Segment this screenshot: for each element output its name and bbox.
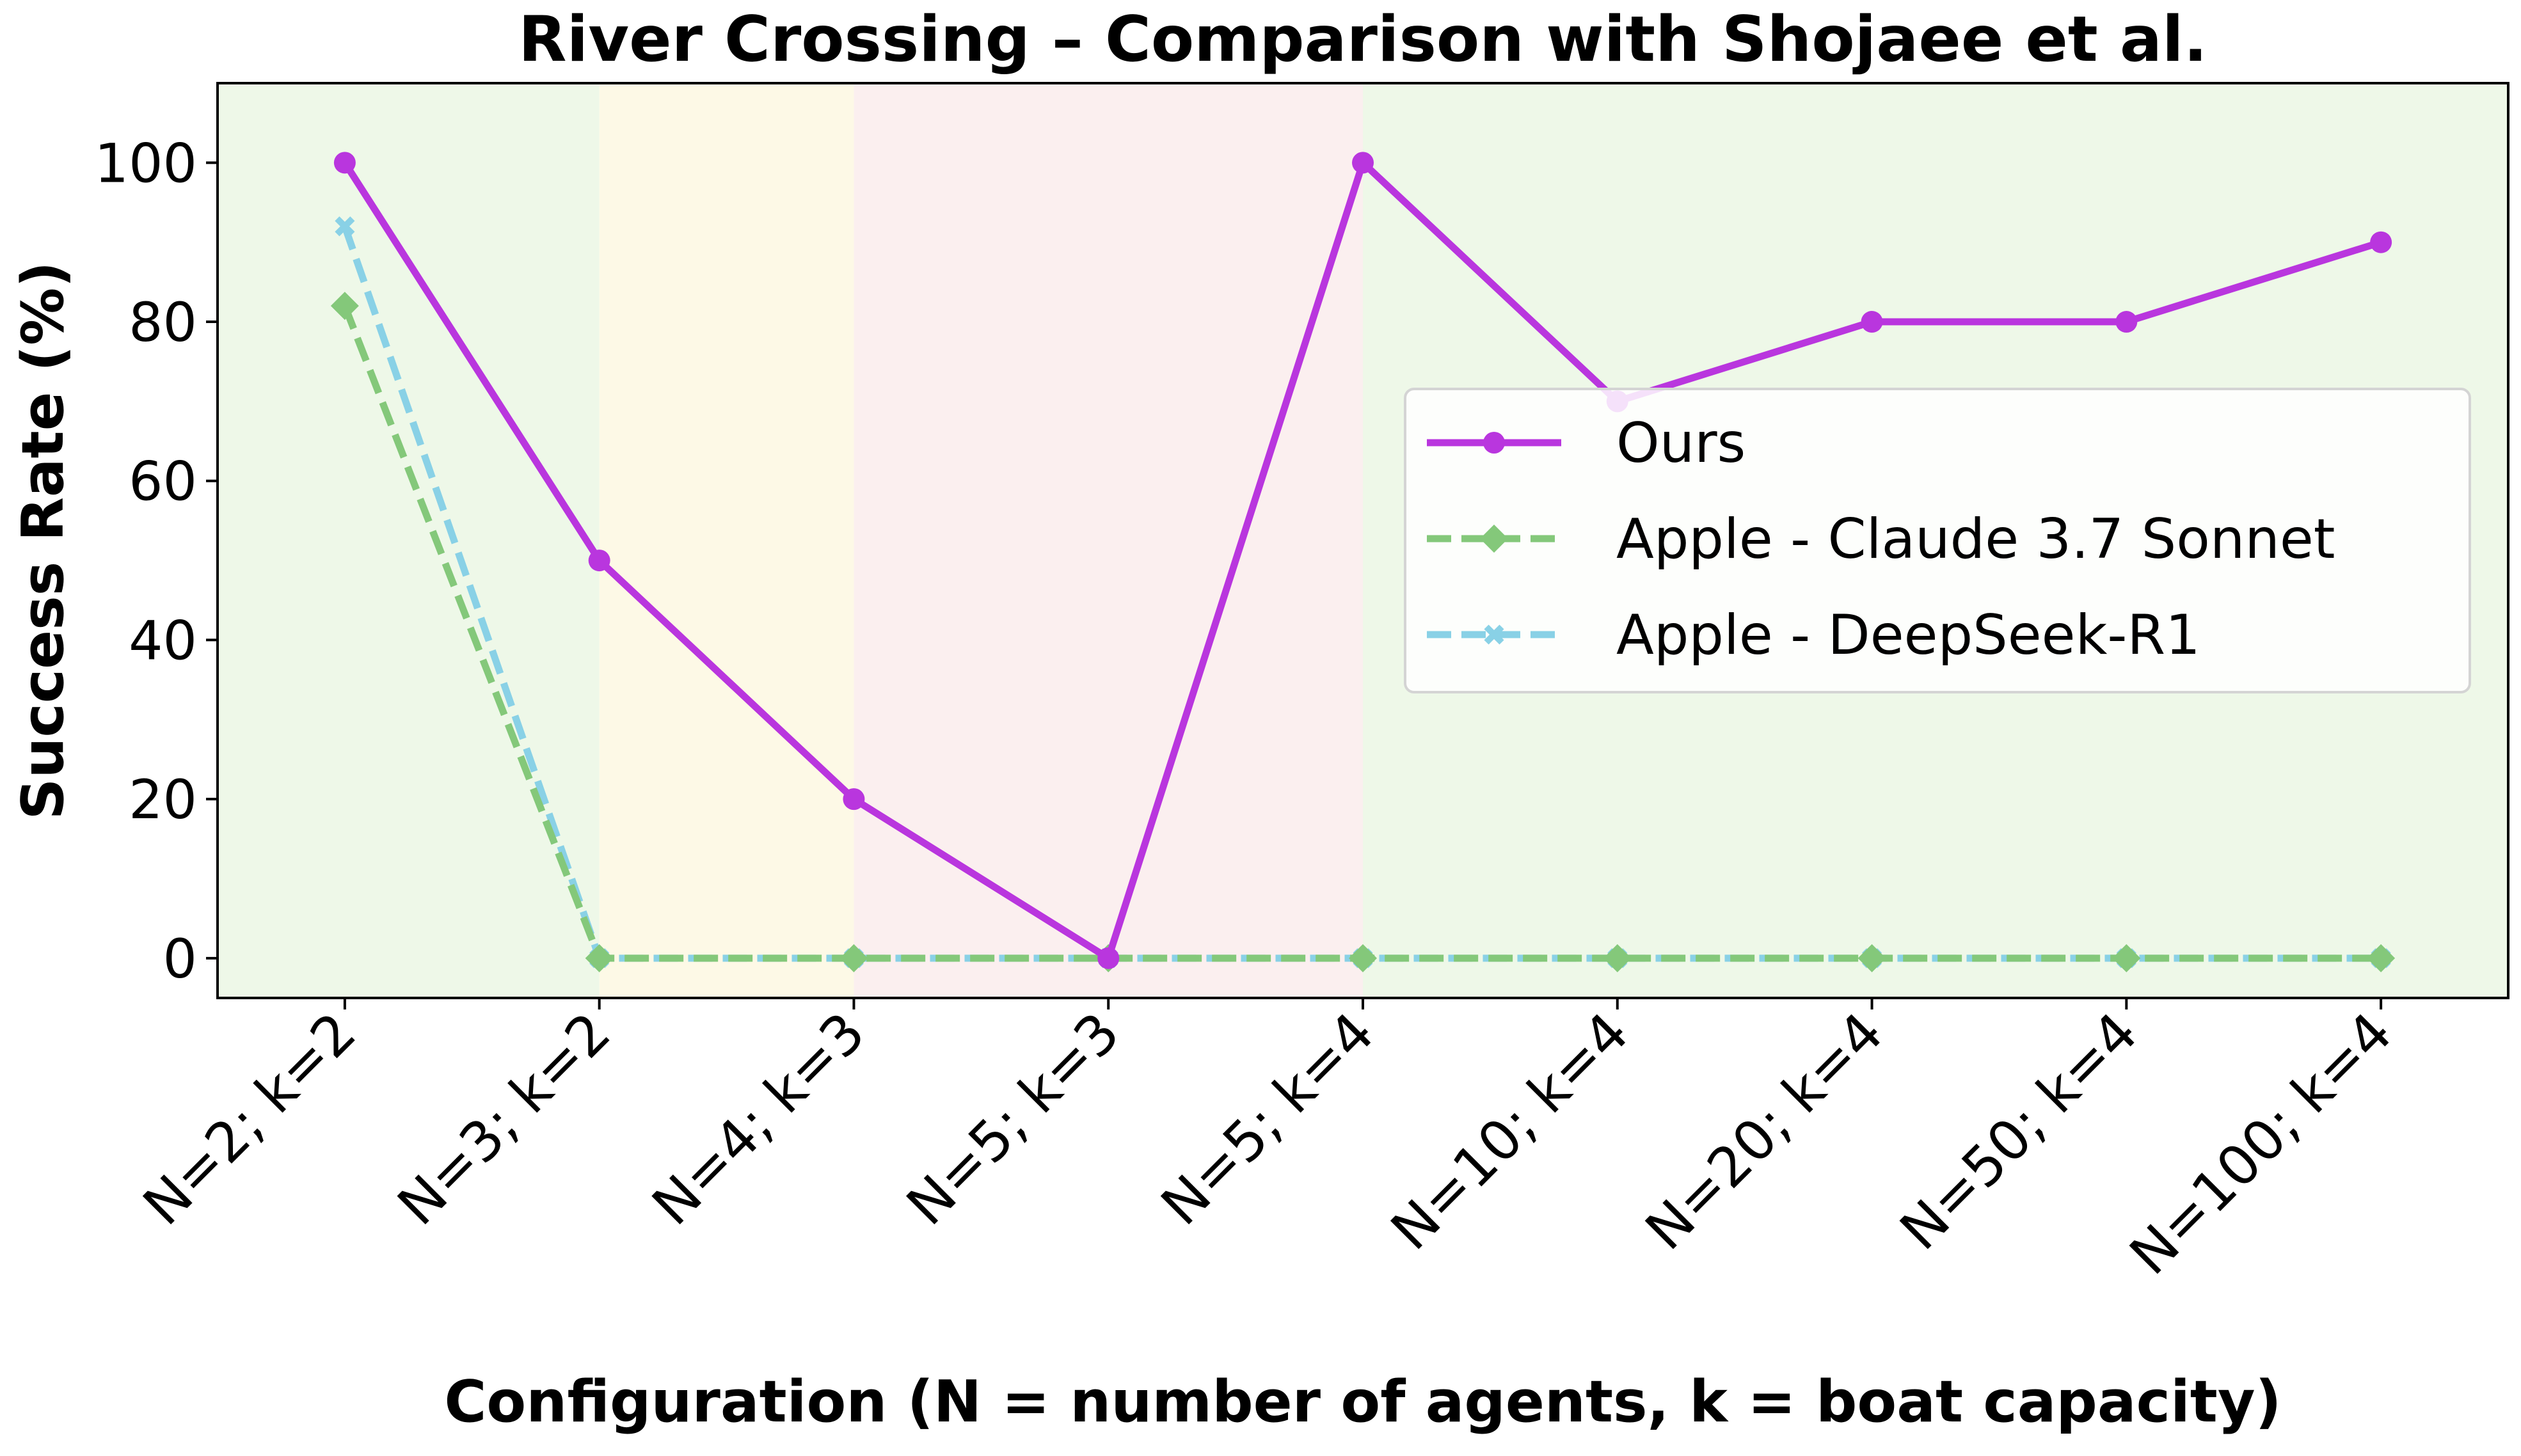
y-tick-label: 80 bbox=[129, 291, 197, 354]
y-tick-label: 60 bbox=[129, 450, 197, 513]
data-point-diamond bbox=[1857, 944, 1886, 972]
data-point-circle bbox=[843, 788, 865, 811]
x-axis-label: Configuration (N = number of agents, k =… bbox=[444, 1368, 2281, 1436]
legend-entry: Ours bbox=[1427, 411, 1746, 475]
series-layer bbox=[330, 152, 2396, 972]
data-point-diamond bbox=[585, 944, 614, 972]
x-axis: N=2; k=2 N=3; k=2 N=4; k=3 N=5; k=3 N=5; k=4… bbox=[131, 998, 2405, 1287]
legend-entry: Apple - Claude 3.7 Sonnet bbox=[1427, 507, 2335, 571]
data-point-x bbox=[1484, 624, 1504, 645]
x-tick-label: N=50; k=4 bbox=[1888, 1001, 2150, 1262]
background-band-1 bbox=[599, 83, 854, 998]
background-bands bbox=[218, 83, 2508, 998]
y-tick-label: 40 bbox=[129, 609, 197, 672]
data-point-circle bbox=[1352, 152, 1374, 174]
data-point-circle bbox=[333, 152, 356, 174]
x-tick-label: N=4; k=3 bbox=[640, 1001, 878, 1238]
data-point-diamond bbox=[839, 944, 868, 972]
legend: Ours Apple - Claude 3.7 Sonnet Apple - Dee… bbox=[1404, 388, 2471, 693]
data-point-diamond bbox=[330, 292, 359, 320]
data-point-x bbox=[335, 216, 355, 237]
x-tick-label: N=5; k=3 bbox=[895, 1001, 1133, 1238]
y-tick-label: 20 bbox=[129, 768, 197, 831]
chart-title: River Crossing – Comparison with Shojaee… bbox=[518, 3, 2207, 76]
x-tick-label: N=20; k=4 bbox=[1634, 1001, 1895, 1262]
x-tick-label: N=3; k=2 bbox=[386, 1001, 623, 1238]
legend-entry: Apple - DeepSeek-R1 bbox=[1427, 603, 2200, 667]
y-axis: 0 20 40 60 80 100 bbox=[95, 132, 218, 990]
data-point-diamond bbox=[2367, 944, 2396, 972]
x-tick-label: N=2; k=2 bbox=[131, 1001, 369, 1238]
data-point-circle bbox=[588, 550, 610, 572]
legend-label: Apple - Claude 3.7 Sonnet bbox=[1616, 507, 2335, 571]
legend-box bbox=[1404, 388, 2471, 693]
data-point-diamond bbox=[1349, 944, 1377, 972]
data-point-circle bbox=[2370, 231, 2392, 253]
background-band-2 bbox=[854, 83, 1363, 998]
data-point-diamond bbox=[2112, 944, 2141, 972]
x-tick-label: N=10; k=4 bbox=[1379, 1001, 1641, 1262]
x-tick-label: N=5; k=4 bbox=[1149, 1001, 1387, 1238]
background-band-0 bbox=[218, 83, 600, 998]
y-axis-label: Success Rate (%) bbox=[10, 262, 77, 820]
data-point-circle bbox=[1097, 947, 1120, 969]
data-point-diamond bbox=[1603, 944, 1632, 972]
x-tick-label: N=100; k=4 bbox=[2118, 1001, 2405, 1287]
data-point-circle bbox=[1483, 432, 1505, 454]
y-tick-label: 100 bbox=[95, 132, 197, 194]
data-point-circle bbox=[1861, 311, 1883, 333]
y-tick-label: 0 bbox=[163, 928, 197, 990]
data-point-circle bbox=[2115, 311, 2138, 333]
legend-label: Apple - DeepSeek-R1 bbox=[1616, 603, 2200, 667]
legend-label: Ours bbox=[1616, 411, 1746, 475]
data-point-diamond bbox=[1480, 525, 1508, 553]
